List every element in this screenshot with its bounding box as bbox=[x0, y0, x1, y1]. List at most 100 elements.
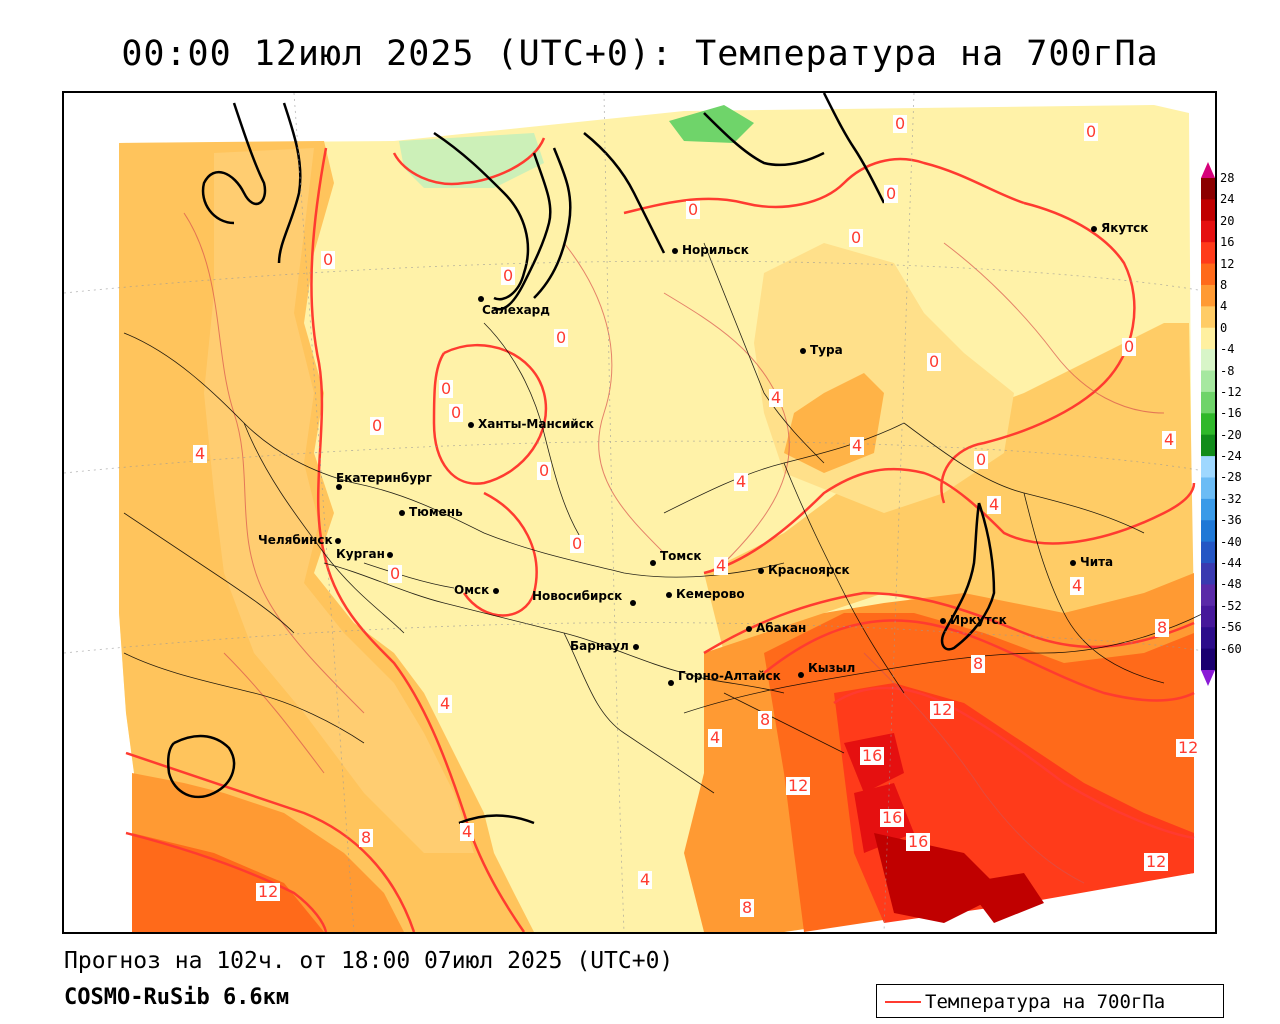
colorbar-tick-label: 4 bbox=[1220, 299, 1228, 314]
colorbar-tick-label: -32 bbox=[1220, 491, 1242, 506]
colorbar-tick-label: -28 bbox=[1220, 470, 1242, 485]
isoline-label: 12 bbox=[1144, 852, 1169, 871]
colorbar-tick-label: -40 bbox=[1220, 534, 1242, 549]
temperature-field bbox=[64, 93, 1215, 932]
isoline-label: 12 bbox=[930, 700, 955, 719]
city-label: Красноярск bbox=[768, 563, 850, 577]
city-label: Тюмень bbox=[409, 505, 463, 519]
city-marker bbox=[399, 509, 405, 516]
city-novosibirsk: Новосибирск bbox=[532, 589, 640, 606]
isoline-label: 12 bbox=[786, 776, 811, 795]
colorbar-tick-label: -60 bbox=[1220, 641, 1242, 656]
city-salekhard: Салехард bbox=[478, 291, 556, 317]
isoline-label: 8 bbox=[359, 828, 374, 847]
colorbar-segment bbox=[1201, 199, 1215, 222]
colorbar-segment bbox=[1201, 541, 1215, 564]
city-marker bbox=[386, 551, 393, 558]
colorbar-tick-label: 28 bbox=[1220, 171, 1235, 185]
city-yekaterinburg: Екатеринбург bbox=[336, 471, 442, 493]
city-kyzyl: Кызыл bbox=[798, 661, 855, 681]
isoline-label: 0 bbox=[884, 184, 899, 203]
city-yakutsk: Якутск bbox=[1091, 221, 1148, 235]
colorbar-segment bbox=[1201, 456, 1215, 478]
colorbar-segment bbox=[1201, 477, 1215, 500]
isoline-label: 4 bbox=[714, 556, 729, 575]
colorbar-tick-label: 16 bbox=[1220, 235, 1235, 250]
colorbar-segment bbox=[1201, 648, 1215, 671]
city-marker bbox=[798, 671, 804, 678]
city-marker bbox=[1070, 559, 1076, 566]
city-chelyabinsk: Челябинск bbox=[258, 533, 345, 547]
colorbar-tick-label: -56 bbox=[1220, 620, 1242, 635]
city-marker bbox=[468, 421, 474, 428]
city-marker bbox=[336, 483, 342, 490]
colorbar-tick-label: 24 bbox=[1220, 192, 1235, 207]
city-label: Салехард bbox=[482, 303, 550, 317]
city-label: Иркутск bbox=[950, 613, 1007, 627]
city-label: Новосибирск bbox=[532, 589, 623, 603]
isoline-label: 0 bbox=[554, 328, 569, 347]
city-kurgan: Курган bbox=[336, 547, 397, 561]
city-label: Ханты-Мансийск bbox=[478, 417, 594, 431]
colorbar-tick-label: -24 bbox=[1220, 449, 1242, 464]
colorbar-tick-label: -12 bbox=[1220, 384, 1242, 399]
isoline-label: 0 bbox=[501, 266, 516, 285]
city-label: Тура bbox=[810, 343, 843, 357]
isoline-label: 12 bbox=[1176, 738, 1201, 757]
forecast-info: Прогноз на 102ч. от 18:00 07июл 2025 (UT… bbox=[64, 948, 674, 974]
city-kemerovo: Кемерово bbox=[666, 587, 745, 601]
city-marker bbox=[666, 591, 672, 598]
colorbar bbox=[1201, 162, 1215, 686]
city-label: Кызыл bbox=[808, 661, 856, 675]
isoline-label: 0 bbox=[388, 564, 403, 583]
city-marker bbox=[630, 599, 637, 606]
isoline-label: 0 bbox=[439, 379, 454, 398]
colorbar-segment bbox=[1201, 306, 1215, 329]
isoline-label: 4 bbox=[638, 870, 653, 889]
colorbar-segment bbox=[1201, 520, 1215, 543]
city-omsk: Омск bbox=[454, 583, 503, 597]
city-marker bbox=[940, 617, 946, 624]
city-marker bbox=[800, 347, 806, 354]
isoline-label: 4 bbox=[769, 388, 784, 407]
isoline-label: 16 bbox=[906, 832, 931, 851]
city-marker bbox=[478, 295, 484, 302]
colorbar-tick-label: 12 bbox=[1220, 256, 1235, 271]
colorbar-segment bbox=[1201, 605, 1215, 628]
colorbar-tick-label: -4 bbox=[1220, 342, 1235, 357]
isoline-label: 4 bbox=[850, 436, 865, 455]
isoline-label: 16 bbox=[880, 808, 905, 827]
legend-label: Температура на 700гПа bbox=[925, 991, 1166, 1013]
isoline-label: 8 bbox=[758, 710, 773, 729]
isoline-label: 8 bbox=[740, 898, 755, 917]
city-label: Горно-Алтайск bbox=[678, 669, 781, 683]
colorbar-tick-label: -8 bbox=[1220, 363, 1235, 378]
city-tomsk: Томск bbox=[650, 549, 702, 569]
isoline-label: 4 bbox=[708, 728, 723, 747]
colorbar-segment bbox=[1201, 563, 1215, 585]
city-label: Чита bbox=[1080, 555, 1114, 569]
city-marker bbox=[493, 587, 500, 594]
city-label: Томск bbox=[660, 549, 702, 563]
city-label: Барнаул bbox=[570, 639, 629, 653]
city-label: Кемерово bbox=[676, 587, 745, 601]
isoline-label: 0 bbox=[686, 200, 701, 219]
city-label: Курган bbox=[336, 547, 385, 561]
colorbar-segment bbox=[1201, 584, 1215, 607]
isoline-label: 12 bbox=[256, 882, 281, 901]
colorbar-segment bbox=[1201, 413, 1215, 436]
isoline-label: 4 bbox=[734, 472, 749, 491]
model-name: COSMO-RuSib 6.6км bbox=[64, 985, 290, 1010]
city-marker bbox=[650, 559, 656, 566]
colorbar-segment bbox=[1201, 391, 1215, 414]
map-title: 00:00 12июл 2025 (UTC+0): Температура на… bbox=[121, 34, 1159, 74]
city-chita: Чита bbox=[1070, 555, 1113, 569]
city-marker bbox=[746, 625, 752, 632]
colorbar-tick-label: -48 bbox=[1220, 577, 1242, 592]
colorbar-segment bbox=[1201, 263, 1215, 286]
isoline-label: 8 bbox=[1155, 618, 1170, 637]
colorbar-segment bbox=[1201, 434, 1215, 457]
city-marker bbox=[672, 247, 678, 254]
city-marker bbox=[632, 643, 639, 650]
city-tyumen: Тюмень bbox=[399, 505, 463, 519]
